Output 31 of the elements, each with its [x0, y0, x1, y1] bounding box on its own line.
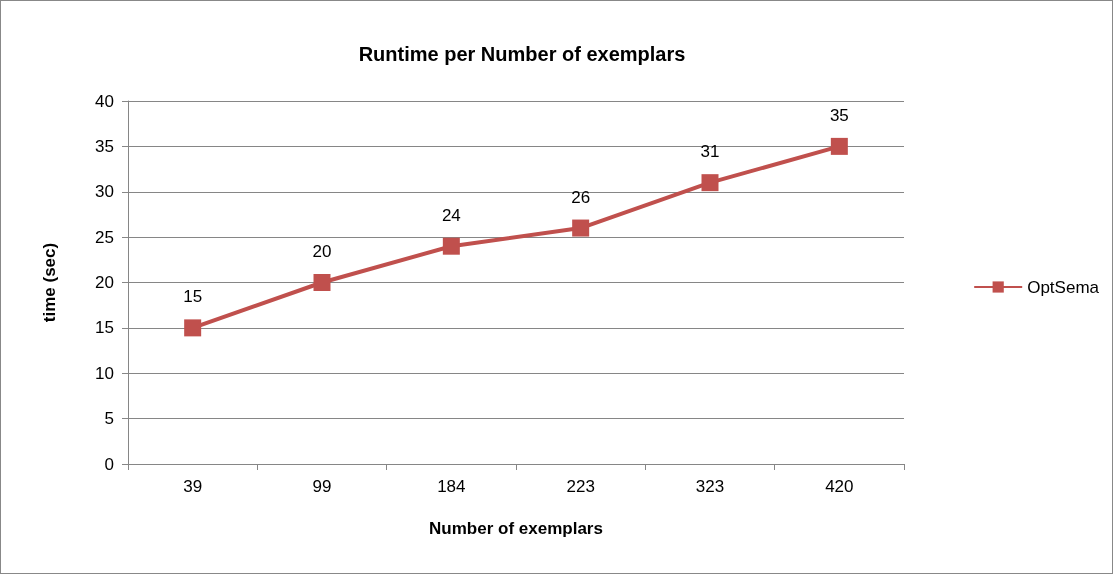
point	[701, 174, 719, 192]
y-tick-label: 25	[95, 227, 114, 247]
x-tick-label: 223	[566, 477, 595, 496]
x-tick-label: 39	[183, 477, 203, 496]
legend-label: OptSema	[1027, 277, 1100, 297]
x-tick-label: 99	[312, 477, 332, 496]
point	[442, 237, 460, 255]
point	[572, 219, 590, 237]
data-label: 24	[441, 205, 461, 225]
y-tick-label: 20	[95, 273, 114, 292]
y-tick-label: 35	[95, 136, 114, 156]
point	[184, 319, 202, 337]
x-axis-title: Number of exemplars	[429, 519, 603, 538]
data-label: 31	[700, 142, 720, 162]
point	[313, 274, 331, 291]
chart-title: Runtime per Number of exemplars	[358, 43, 686, 65]
data-label: 35	[829, 105, 849, 125]
point	[830, 137, 848, 155]
data-label: 26	[571, 187, 591, 207]
y-tick-label: 10	[95, 363, 114, 383]
x-tick-label: 420	[825, 477, 854, 496]
y-tick-label: 15	[95, 318, 114, 338]
y-tick-label: 40	[95, 91, 114, 111]
x-tick-label: 323	[695, 477, 725, 496]
y-tick-label: 30	[95, 182, 114, 202]
y-axis-title: time (sec)	[40, 242, 59, 323]
data-label: 15	[183, 287, 203, 307]
y-tick-label: 0	[104, 454, 114, 474]
y-tick-label: 5	[104, 409, 114, 429]
data-label: 20	[312, 242, 332, 261]
x-tick-label: 184	[437, 477, 466, 496]
